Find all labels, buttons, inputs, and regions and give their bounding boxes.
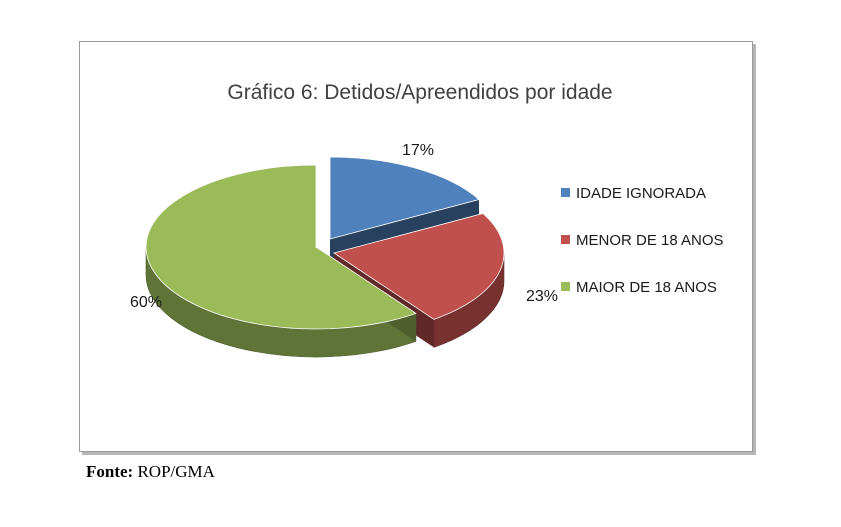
legend: IDADE IGNORADA MENOR DE 18 ANOS MAIOR DE 1… bbox=[561, 185, 724, 296]
legend-item-0: IDADE IGNORADA bbox=[561, 185, 706, 202]
legend-swatch-0 bbox=[561, 188, 570, 197]
source-label: Fonte: bbox=[86, 462, 134, 481]
legend-swatch-1 bbox=[561, 235, 570, 244]
source-line: Fonte: ROP/GMA bbox=[86, 462, 215, 482]
legend-label-2: MAIOR DE 18 ANOS bbox=[576, 279, 717, 296]
pie-chart: Gráfico 6: Detidos/Apreendidos por idade… bbox=[130, 81, 724, 358]
chart-frame: Gráfico 6: Detidos/Apreendidos por idade… bbox=[79, 41, 753, 452]
chart-title: Gráfico 6: Detidos/Apreendidos por idade bbox=[227, 81, 612, 104]
pie-slice-2 bbox=[145, 164, 417, 358]
legend-item-1: MENOR DE 18 ANOS bbox=[561, 232, 724, 249]
source-text: ROP/GMA bbox=[137, 462, 215, 481]
data-label-1: 23% bbox=[526, 288, 558, 305]
data-label-2: 60% bbox=[130, 294, 162, 311]
legend-swatch-2 bbox=[561, 282, 570, 291]
legend-label-1: MENOR DE 18 ANOS bbox=[576, 232, 724, 249]
data-label-0: 17% bbox=[402, 142, 434, 159]
legend-label-0: IDADE IGNORADA bbox=[576, 185, 706, 202]
legend-item-2: MAIOR DE 18 ANOS bbox=[561, 279, 717, 296]
